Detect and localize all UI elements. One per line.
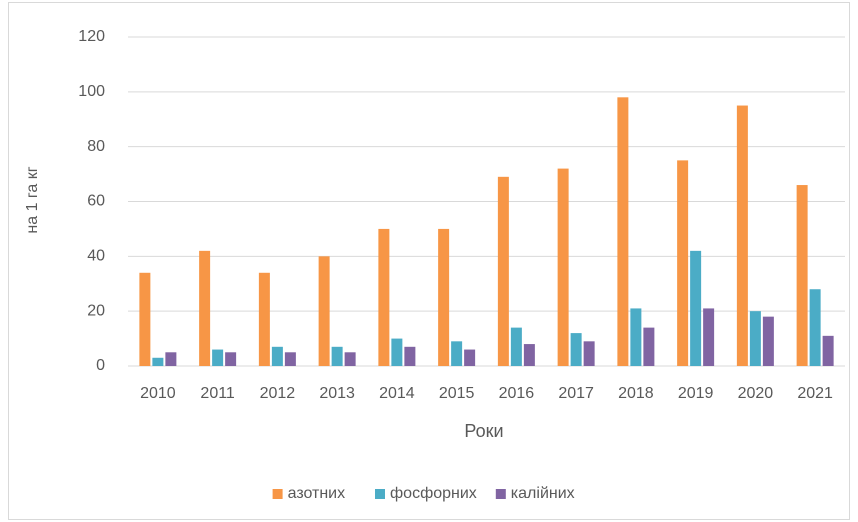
bar (736, 105, 748, 367)
x-tick-label: 2012 (260, 385, 296, 402)
bar (199, 250, 211, 366)
bar (344, 352, 356, 366)
x-tick-label: 2015 (439, 385, 475, 402)
bar (497, 176, 509, 366)
x-axis-title: Роки (464, 421, 503, 441)
y-tick-label: 120 (78, 28, 105, 45)
bar (391, 338, 403, 366)
x-tick-label: 2010 (140, 385, 176, 402)
x-tick-label: 2013 (319, 385, 355, 402)
bar (677, 160, 689, 366)
legend-label: азотних (288, 485, 346, 502)
y-tick-label: 80 (87, 138, 105, 155)
bar (822, 335, 834, 366)
y-axis-title: на 1 га кг (24, 166, 41, 233)
bar (284, 352, 296, 366)
y-tick-label: 0 (96, 357, 105, 374)
bar (258, 272, 270, 366)
bar (464, 349, 476, 366)
bar (809, 289, 821, 366)
bar (749, 311, 761, 366)
legend-label: фосфорних (390, 485, 477, 502)
y-tick-label: 40 (87, 248, 105, 265)
legend-label: калійних (511, 485, 575, 502)
y-tick-label: 20 (87, 302, 105, 319)
x-tick-label: 2016 (499, 385, 535, 402)
bar (703, 308, 715, 366)
bar (690, 250, 702, 366)
legend-swatch (495, 489, 506, 499)
bar (451, 341, 463, 366)
x-tick-label: 2021 (797, 385, 833, 402)
bar (152, 357, 164, 366)
bar (139, 272, 151, 366)
bar (643, 327, 655, 366)
bar (318, 256, 330, 366)
bar (271, 346, 283, 366)
bar (557, 168, 569, 366)
bar (510, 327, 522, 366)
bar (438, 228, 450, 366)
x-tick-label: 2011 (200, 385, 235, 402)
x-tick-label: 2014 (379, 385, 415, 402)
bar (331, 346, 343, 366)
chart-border (8, 2, 850, 520)
x-tick-label: 2019 (678, 385, 714, 402)
x-tick-label: 2017 (558, 385, 594, 402)
bar (404, 346, 416, 366)
x-tick-label: 2018 (618, 385, 654, 402)
legend-swatch (272, 489, 283, 499)
bar (378, 228, 390, 366)
bar (762, 316, 774, 366)
x-tick-label: 2020 (738, 385, 774, 402)
bar (583, 341, 595, 366)
bar (796, 185, 808, 366)
bar (225, 352, 237, 366)
bar (630, 308, 642, 366)
y-tick-label: 60 (87, 193, 105, 210)
bar (523, 344, 535, 366)
y-tick-label: 100 (78, 83, 105, 100)
bar (212, 349, 224, 366)
legend-swatch (375, 489, 385, 499)
bar (617, 97, 629, 367)
bar (570, 333, 582, 366)
bar (165, 352, 177, 366)
